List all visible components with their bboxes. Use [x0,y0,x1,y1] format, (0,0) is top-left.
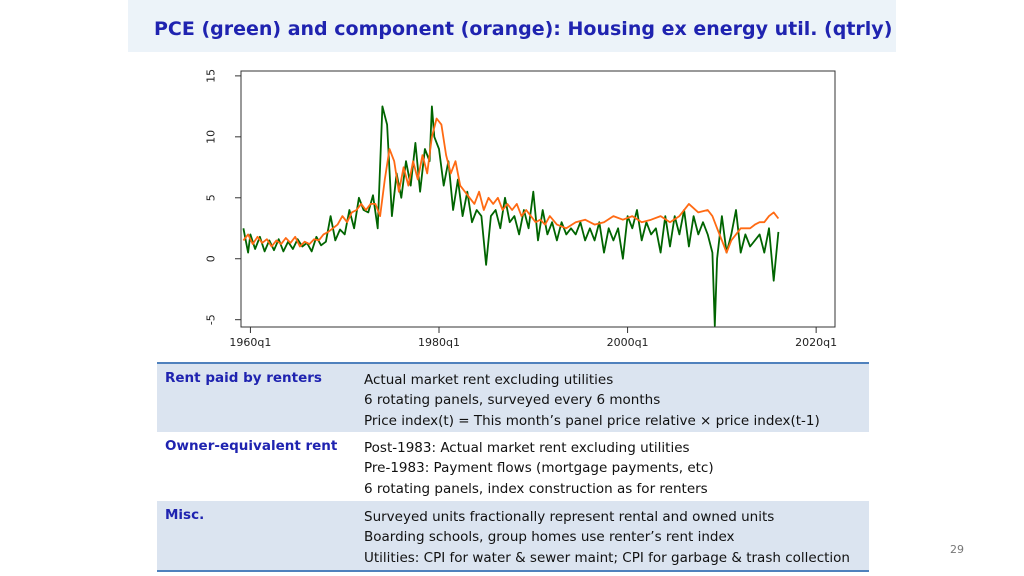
line-chart: 15 10 5 0 -5 1960q1 1980q1 2000q1 2020q1 [205,69,838,349]
plot-area [240,70,836,328]
description-line: Actual market rent excluding utilities [364,372,614,388]
y-axis: 15 10 5 0 -5 [205,69,241,325]
description-line: Surveyed units fractionally represent re… [364,509,775,525]
x-tick-label: 2000q1 [607,336,649,349]
table-top-rule [157,362,869,364]
y-tick-label: -5 [205,314,218,325]
row-label: Misc. [165,507,205,523]
series-layer [242,105,780,327]
table-row: Misc. Surveyed units fractionally repres… [157,501,869,570]
description-line: Price index(t) = This month’s panel pric… [364,412,820,429]
title-banner [128,0,896,52]
description-line: 6 rotating panels, index construction as… [364,480,708,497]
table-row: Owner-equivalent rent Post-1983: Actual … [157,432,869,501]
y-tick-label: 0 [205,255,218,262]
row-description: Post-1983: Actual market rent excluding … [364,438,714,499]
description-line: Utilities: CPI for water & sewer maint; … [364,549,850,566]
description-line: Post-1983: Actual market rent excluding … [364,440,690,456]
row-label: Rent paid by renters [165,370,322,386]
slide-title: PCE (green) and component (orange): Hous… [154,18,893,40]
x-tick-label: 1960q1 [229,336,271,349]
page-number: 29 [950,543,964,556]
row-label: Owner-equivalent rent [165,438,338,454]
description-line: 6 rotating panels, surveyed every 6 mont… [364,392,661,409]
y-tick-label: 10 [205,130,218,144]
green-series-line [242,105,780,327]
table-row: Rent paid by renters Actual market rent … [157,364,869,432]
row-description: Surveyed units fractionally represent re… [364,507,850,568]
description-line: Pre-1983: Payment flows (mortgage paymen… [364,460,714,477]
y-tick-label: 5 [205,194,218,201]
orange-series-line [242,117,780,254]
x-axis: 1960q1 1980q1 2000q1 2020q1 [229,327,837,349]
x-tick-label: 1980q1 [418,336,460,349]
description-line: Boarding schools, group homes use renter… [364,529,735,546]
y-tick-label: 15 [205,69,218,83]
row-description: Actual market rent excluding utilities 6… [364,370,820,431]
x-tick-label: 2020q1 [795,336,837,349]
table-bottom-rule [157,570,869,572]
